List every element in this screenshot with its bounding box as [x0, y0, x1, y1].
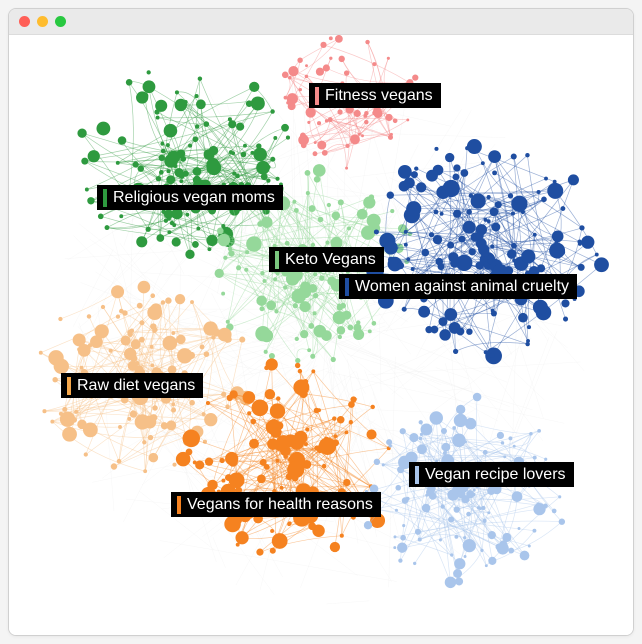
cluster-swatch-icon	[415, 466, 419, 484]
cluster-swatch-icon	[345, 278, 349, 296]
cluster-swatch-icon	[177, 496, 181, 514]
window-close-dot[interactable]	[19, 16, 30, 27]
cluster-label-text: Women against animal cruelty	[355, 277, 569, 296]
cluster-swatch-icon	[315, 87, 319, 105]
cluster-vegan-recipe-lovers	[364, 393, 565, 588]
window-zoom-dot[interactable]	[55, 16, 66, 27]
cluster-label-text: Fitness vegans	[325, 86, 433, 105]
app-window: Religious vegan moms Fitness vegans Keto V…	[8, 8, 634, 636]
window-minimize-dot[interactable]	[37, 16, 48, 27]
cluster-swatch-icon	[103, 189, 107, 207]
cluster-label-raw-diet-vegans[interactable]: Raw diet vegans	[61, 373, 203, 398]
cluster-label-text: Keto Vegans	[285, 250, 376, 269]
cluster-label-vegan-recipe-lovers[interactable]: Vegan recipe lovers	[409, 462, 574, 487]
cluster-label-women-against-animal-cruelty[interactable]: Women against animal cruelty	[339, 274, 577, 299]
cluster-label-text: Religious vegan moms	[113, 188, 275, 207]
cluster-swatch-icon	[67, 377, 71, 395]
window-titlebar	[9, 9, 633, 35]
cluster-women-against-animal-cruelty	[366, 139, 609, 364]
network-svg	[9, 35, 633, 635]
cluster-religious-vegan-moms	[77, 70, 290, 259]
cluster-label-text: Vegans for health reasons	[187, 495, 373, 514]
network-canvas: Religious vegan moms Fitness vegans Keto V…	[9, 35, 633, 635]
cluster-label-text: Vegan recipe lovers	[425, 465, 566, 484]
cluster-label-fitness-vegans[interactable]: Fitness vegans	[309, 83, 441, 108]
cluster-label-keto-vegans[interactable]: Keto Vegans	[269, 247, 384, 272]
cluster-label-vegans-for-health-reasons[interactable]: Vegans for health reasons	[171, 492, 381, 517]
cluster-swatch-icon	[275, 251, 279, 269]
cluster-label-religious-vegan-moms[interactable]: Religious vegan moms	[97, 185, 283, 210]
cluster-label-text: Raw diet vegans	[77, 376, 195, 395]
